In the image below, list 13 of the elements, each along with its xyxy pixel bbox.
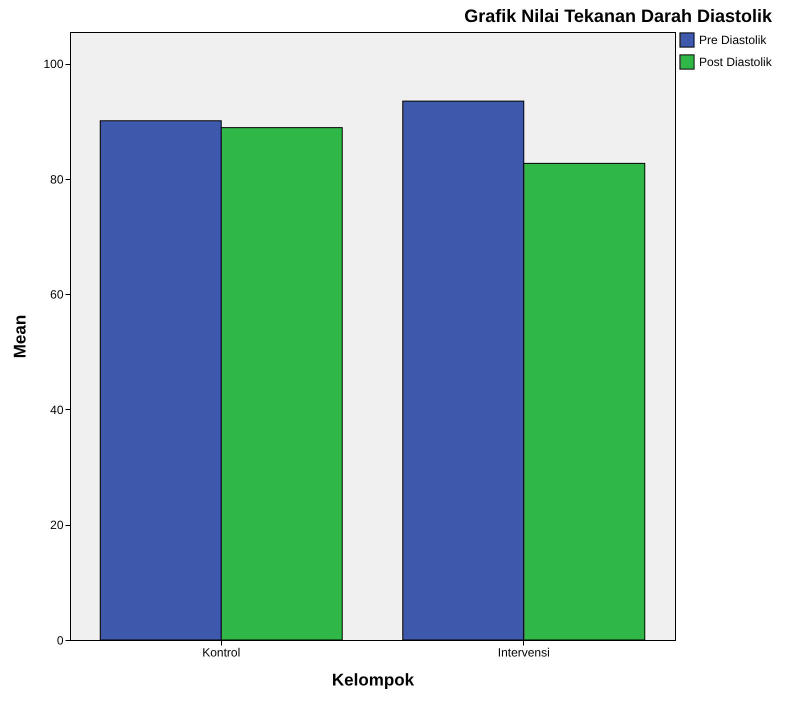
y-tick-label: 0 xyxy=(56,634,64,648)
y-tick-label: 100 xyxy=(43,57,64,72)
y-axis-title: Mean xyxy=(10,314,30,358)
legend-label: Post Diastolik xyxy=(699,55,773,69)
legend-label: Pre Diastolik xyxy=(699,33,768,47)
x-tick-label: Intervensi xyxy=(498,646,550,660)
x-tick-label: Kontrol xyxy=(202,646,240,660)
y-tick-label: 20 xyxy=(50,518,64,532)
chart-title: Grafik Nilai Tekanan Darah Diastolik xyxy=(464,6,773,26)
y-tick-label: 40 xyxy=(50,402,64,417)
y-tick-label: 60 xyxy=(50,288,64,302)
x-axis-title: Kelompok xyxy=(332,670,415,690)
y-tick-label: 80 xyxy=(50,172,64,186)
